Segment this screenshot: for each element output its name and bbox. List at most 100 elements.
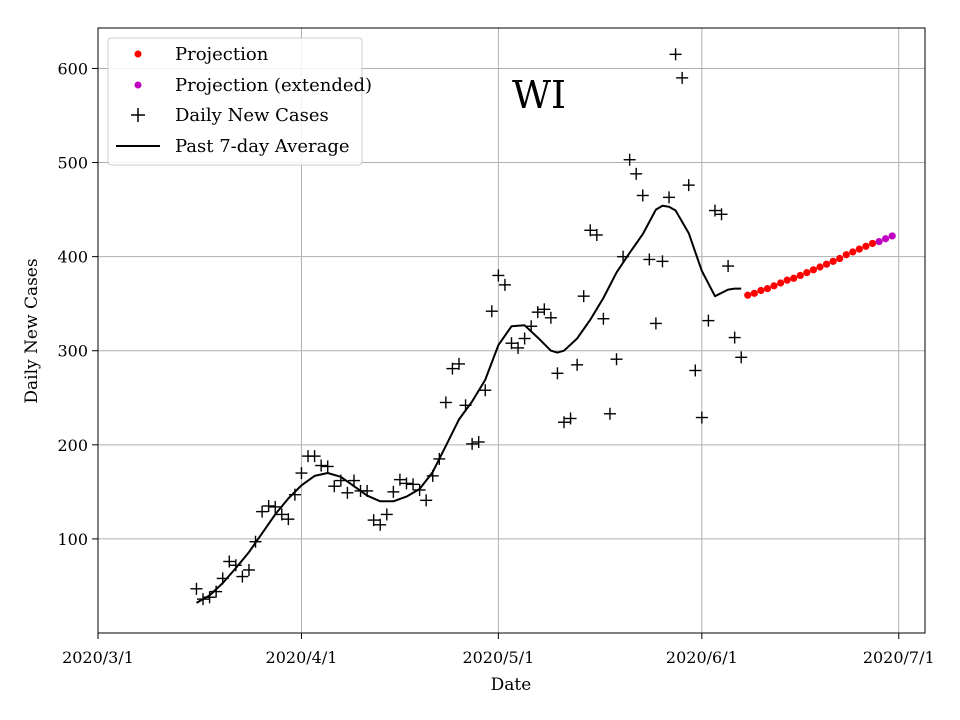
daily-case-point: [735, 351, 748, 364]
daily-case-point: [702, 314, 715, 327]
daily-case-point: [380, 508, 393, 521]
projection-point: [862, 242, 870, 250]
projection-extended-point: [875, 237, 883, 246]
chart-title: WI: [512, 73, 566, 117]
daily-case-point: [708, 204, 721, 217]
projection-point: [849, 248, 857, 256]
legend-projection-label: Projection: [175, 44, 269, 65]
legend-box: [107, 37, 363, 166]
y-tick-label: 400: [57, 248, 88, 267]
daily-case-point: [623, 153, 636, 166]
daily-case-point: [505, 337, 518, 350]
daily-case-point: [538, 303, 551, 316]
daily-case-point: [210, 585, 223, 598]
daily-case-point: [617, 250, 630, 263]
projection-point: [855, 245, 863, 253]
daily-case-point: [584, 224, 597, 237]
daily-case-point: [269, 500, 282, 513]
daily-case-point: [715, 208, 728, 221]
y-tick-label: 200: [57, 436, 88, 455]
line-layer: [196, 204, 742, 604]
daily-case-point: [190, 582, 203, 595]
legend-daily-cases-marker: [131, 108, 145, 122]
legend-average-label: Past 7-day Average: [175, 136, 350, 157]
daily-case-point: [636, 189, 649, 202]
daily-case-point: [367, 514, 380, 527]
daily-case-point: [676, 71, 689, 84]
daily-case-point: [459, 399, 472, 412]
projection-point: [763, 285, 772, 293]
daily-case-point: [485, 305, 498, 318]
daily-case-point: [413, 483, 426, 496]
legend-projection-extended-label: Projection (extended): [175, 75, 372, 96]
daily-case-point: [426, 469, 439, 482]
daily-case-point: [564, 412, 577, 425]
y-tick-label: 500: [57, 154, 88, 173]
daily-case-point: [466, 437, 479, 450]
x-tick-label: 2020/3/1: [62, 648, 134, 667]
projection-extended-point: [888, 232, 896, 240]
daily-case-point: [282, 513, 295, 526]
projection-point: [777, 279, 785, 287]
daily-case-point: [249, 535, 262, 548]
daily-case-point: [197, 593, 210, 606]
daily-case-point: [571, 358, 584, 371]
projection-point: [836, 254, 844, 263]
daily-case-point: [630, 167, 643, 180]
daily-case-point: [551, 367, 564, 380]
projection-point: [783, 276, 791, 284]
daily-case-point: [531, 306, 544, 319]
daily-case-point: [663, 191, 676, 204]
daily-case-point: [387, 485, 400, 498]
projection-point: [829, 257, 837, 265]
projection-point: [822, 260, 831, 268]
projection-extended-point: [882, 235, 890, 243]
x-tick-label: 2020/5/1: [462, 648, 534, 667]
daily-case-point: [393, 473, 406, 486]
daily-case-point: [295, 467, 308, 480]
daily-case-point: [722, 260, 735, 273]
daily-case-point: [728, 331, 741, 344]
daily-case-point: [544, 311, 557, 324]
x-tick-label: 2020/7/1: [863, 648, 935, 667]
daily-case-point: [420, 494, 433, 507]
projection-point: [803, 269, 811, 277]
daily-case-point: [472, 435, 485, 448]
projection-point: [744, 291, 752, 299]
daily-case-point: [452, 357, 465, 370]
daily-case-point: [262, 499, 275, 512]
daily-case-point: [590, 228, 603, 241]
projection-point: [790, 274, 798, 282]
daily-case-point: [400, 477, 413, 490]
daily-case-point: [669, 48, 682, 61]
projection-point: [809, 266, 818, 274]
average-line: [196, 204, 742, 604]
daily-case-point: [341, 486, 354, 499]
daily-case-point: [315, 459, 328, 472]
y-axis-title: Daily New Cases: [22, 258, 42, 403]
legend-projection-extended-marker: [134, 81, 142, 89]
daily-case-point: [347, 474, 360, 487]
daily-case-point: [361, 484, 374, 497]
daily-case-point: [577, 290, 590, 303]
daily-case-point: [498, 278, 511, 291]
daily-case-point: [236, 570, 249, 583]
daily-case-point: [223, 555, 236, 568]
daily-case-point: [512, 341, 525, 354]
daily-case-point: [479, 384, 492, 397]
daily-case-point: [610, 353, 623, 366]
daily-case-point: [308, 450, 321, 463]
daily-case-point: [656, 255, 669, 268]
y-tick-label: 100: [57, 530, 88, 549]
daily-case-point: [256, 505, 269, 518]
daily-case-point: [643, 253, 656, 266]
daily-case-point: [242, 563, 255, 576]
projection-point: [868, 239, 877, 248]
daily-case-point: [525, 320, 538, 333]
y-tick-label: 300: [57, 342, 88, 361]
daily-case-point: [695, 411, 708, 424]
y-tick-label: 600: [57, 59, 88, 78]
x-axis-title: Date: [491, 675, 532, 695]
daily-case-point: [492, 269, 505, 282]
